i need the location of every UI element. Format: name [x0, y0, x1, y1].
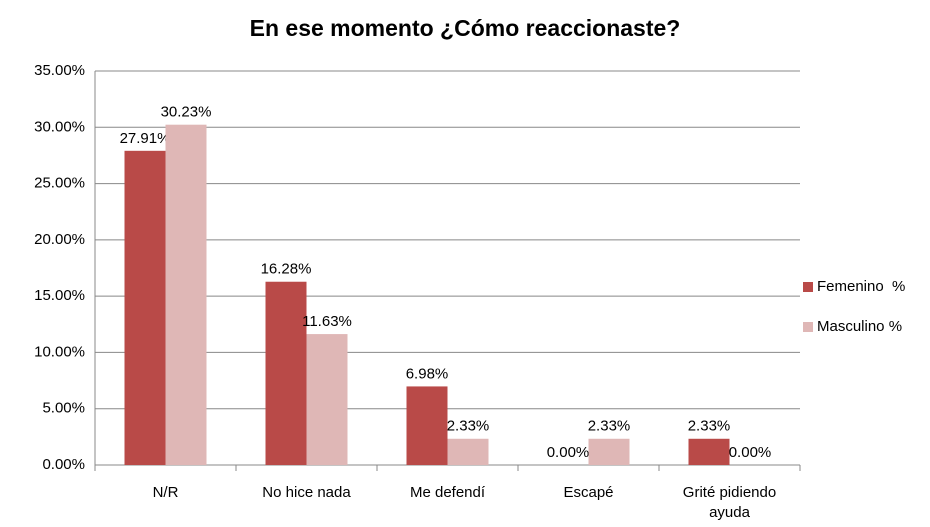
x-tick-label: Grité pidiendo ayuda	[682, 484, 777, 521]
bar	[165, 124, 207, 466]
x-tick-label: N/R	[152, 484, 179, 501]
data-label: 2.33%	[588, 418, 631, 435]
data-label: 2.33%	[688, 418, 731, 435]
legend-swatch	[803, 322, 813, 332]
bar	[688, 438, 730, 465]
chart-title: En ese momento ¿Cómo reaccionaste?	[250, 15, 681, 41]
data-label: 0.00%	[547, 444, 590, 461]
y-tick-label: 0.00%	[42, 456, 85, 473]
y-tick-label: 25.00%	[34, 175, 85, 192]
y-tick-label: 10.00%	[34, 343, 85, 360]
y-tick-label: 35.00%	[34, 62, 85, 79]
x-tick-label: Me defendí	[409, 484, 486, 501]
bar	[406, 386, 448, 465]
data-label: 2.33%	[447, 418, 490, 435]
legend-label: Femenino %	[817, 278, 905, 295]
data-label: 27.91%	[120, 130, 171, 147]
x-tick-label: Escapé	[563, 484, 614, 501]
bar	[265, 281, 307, 465]
data-label: 6.98%	[406, 365, 449, 382]
bar	[306, 334, 348, 465]
bar	[588, 438, 630, 465]
data-label: 0.00%	[729, 444, 772, 461]
y-tick-label: 30.00%	[34, 118, 85, 135]
x-tick-label: No hice nada	[262, 484, 351, 501]
bar	[447, 438, 489, 465]
y-tick-label: 15.00%	[34, 287, 85, 304]
data-label: 11.63%	[302, 313, 352, 330]
data-label: 16.28%	[261, 261, 312, 278]
y-tick-label: 5.00%	[42, 400, 85, 417]
y-tick-label: 20.00%	[34, 231, 85, 248]
legend-swatch	[803, 282, 813, 292]
data-label: 30.23%	[161, 104, 212, 121]
legend-label: Masculino %	[817, 318, 902, 335]
bar	[124, 150, 166, 465]
